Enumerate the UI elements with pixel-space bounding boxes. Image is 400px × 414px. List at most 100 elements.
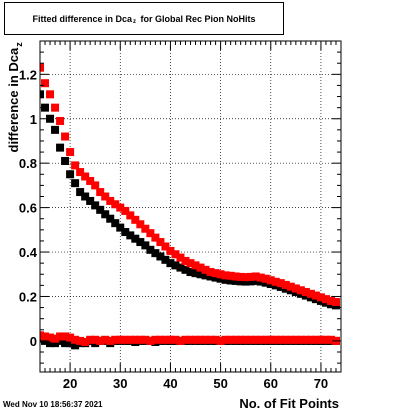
- series-3-point: [206, 335, 215, 344]
- series-1-point: [171, 250, 180, 259]
- series-3-point: [301, 335, 310, 344]
- series-1-point: [76, 168, 85, 177]
- series-1-point: [166, 246, 175, 255]
- series-0-point: [136, 238, 145, 247]
- series-0-point: [66, 170, 75, 179]
- series-3-point: [246, 335, 255, 344]
- series-3-point: [121, 335, 130, 344]
- series-1-point: [256, 273, 265, 282]
- series-1-point: [161, 242, 170, 251]
- series-3-point: [316, 335, 325, 344]
- y-tick-label: 1: [30, 112, 37, 127]
- series-3-point: [211, 335, 220, 344]
- series-1-point: [311, 291, 320, 300]
- series-1-point: [66, 148, 75, 157]
- series-1-point: [40, 63, 44, 72]
- series-1-point: [51, 103, 60, 112]
- series-3-point: [256, 335, 265, 344]
- series-3-point: [176, 336, 185, 345]
- series-3-point: [271, 335, 280, 344]
- series-0-point: [121, 228, 130, 237]
- series-0-point: [96, 205, 105, 214]
- series-0-point: [236, 277, 245, 286]
- series-0-point: [226, 276, 235, 285]
- series-1-point: [101, 192, 110, 201]
- series-1-point: [291, 284, 300, 293]
- series-3-point: [116, 335, 125, 344]
- series-1-point: [121, 206, 130, 215]
- series-1-point: [56, 116, 65, 125]
- y-tick-label: 0.4: [19, 245, 38, 260]
- tick-layer: [39, 40, 342, 372]
- y-axis-label-subscript: z: [14, 42, 24, 47]
- series-3-point: [141, 335, 150, 344]
- series-3-point: [296, 335, 305, 344]
- series-3-point: [66, 333, 75, 342]
- series-3-point: [281, 335, 290, 344]
- series-3-point: [161, 335, 170, 344]
- series-0-point: [176, 263, 185, 272]
- series-3-point: [266, 335, 275, 344]
- series-1-point: [201, 265, 210, 274]
- series-1-point: [191, 261, 200, 270]
- series-1-point: [186, 259, 195, 268]
- series-1-point: [221, 271, 230, 280]
- series-0-point: [81, 192, 90, 201]
- series-3-point: [106, 336, 115, 345]
- series-3-point: [311, 335, 320, 344]
- series-0-point: [186, 268, 195, 277]
- series-1-point: [156, 238, 165, 247]
- series-1-point: [281, 280, 290, 289]
- footer-timestamp: Wed Nov 10 18:56:37 2021: [3, 400, 103, 409]
- series-0-point: [241, 277, 250, 286]
- series-3-point: [181, 335, 190, 344]
- series-1-point: [231, 272, 240, 281]
- series-2-point: [51, 339, 60, 348]
- series-0-point: [156, 252, 165, 261]
- series-0-point: [86, 196, 95, 205]
- series-3-point: [276, 335, 285, 344]
- series-3-point: [51, 334, 60, 343]
- series-3-point: [306, 335, 315, 344]
- series-3-point: [96, 336, 105, 345]
- series-1-point: [261, 274, 270, 283]
- series-3-point: [76, 336, 85, 345]
- y-tick-label: 0: [30, 334, 37, 349]
- series-1-point: [306, 289, 315, 298]
- series-2-point: [66, 339, 75, 348]
- chart-title-suffix: for Global Rec Pion NoHits: [140, 13, 256, 24]
- series-3-point: [131, 335, 140, 344]
- series-0-point: [91, 201, 100, 210]
- series-1-point: [106, 196, 115, 205]
- series-0-point: [161, 255, 170, 264]
- series-0-point: [51, 125, 60, 134]
- series-1-point: [196, 263, 205, 272]
- series-3-point: [156, 335, 165, 344]
- series-1-point: [206, 268, 215, 277]
- series-0-point: [191, 269, 200, 278]
- series-1-point: [176, 253, 185, 262]
- series-1-point: [181, 256, 190, 265]
- series-3-point: [251, 335, 260, 344]
- series-3-point: [326, 335, 335, 344]
- series-0-point: [76, 188, 85, 197]
- series-1-point: [136, 220, 145, 229]
- x-tick-label: 40: [163, 376, 177, 391]
- series-0-point: [166, 259, 175, 268]
- series-0-point: [71, 179, 80, 188]
- series-3-point: [166, 335, 175, 344]
- y-axis-label: difference in Dcaz: [6, 42, 24, 152]
- x-tick-label: 70: [314, 376, 328, 391]
- series-1-point: [296, 286, 305, 295]
- series-0-point: [221, 275, 230, 284]
- series-2-point: [46, 339, 55, 348]
- chart-title-subscript: z: [133, 18, 136, 25]
- series-3-point: [101, 335, 110, 344]
- grid-layer: [40, 41, 341, 372]
- series-1-point: [241, 273, 250, 282]
- series-0-point: [111, 219, 120, 228]
- x-tick-label: 50: [213, 376, 227, 391]
- series-0-point: [196, 270, 205, 279]
- series-0-point: [181, 265, 190, 274]
